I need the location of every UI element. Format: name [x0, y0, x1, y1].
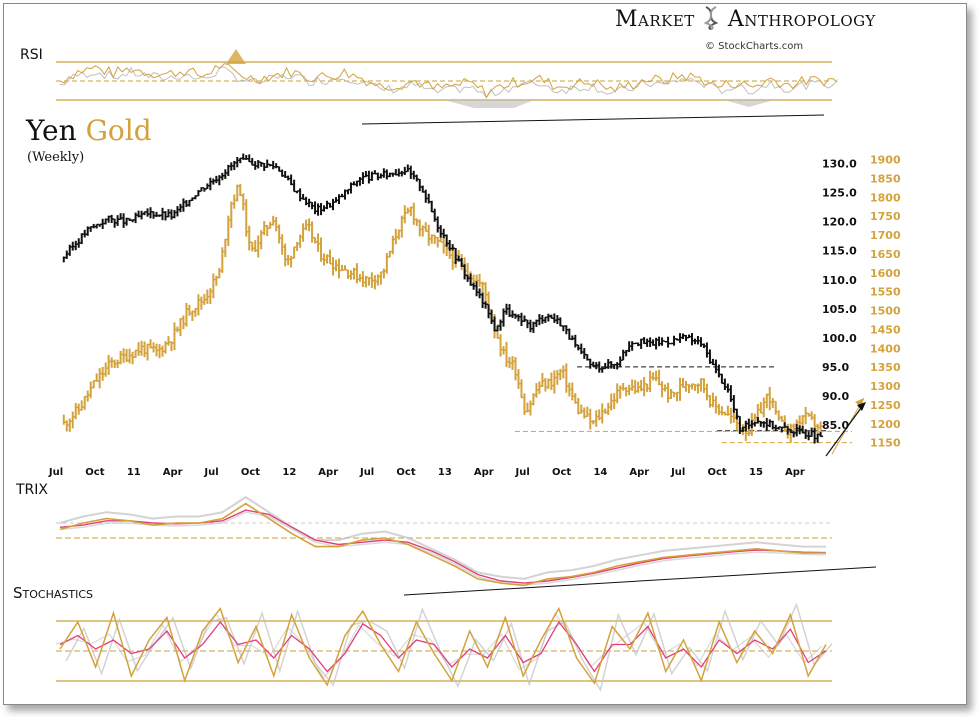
source-credit: © StockCharts.com [705, 41, 804, 52]
x-tick-label: 14 [593, 467, 607, 478]
x-tick-label: Apr [163, 467, 183, 478]
rsi-trendline [361, 114, 825, 125]
rsi-comparison-line [59, 66, 838, 99]
y-right-tick-label: 1750 [870, 210, 901, 223]
yen-trend-arrow [825, 403, 865, 457]
y-right-tick-label: 1800 [870, 191, 901, 204]
y-left-tick-label: 115.0 [822, 245, 857, 258]
y-right-tick-label: 1500 [870, 305, 901, 318]
dna-helix-icon [704, 6, 719, 30]
x-tick-label: Apr [785, 467, 805, 478]
rsi-label: RSI [20, 47, 43, 63]
y-right-tick-label: 1150 [870, 437, 901, 450]
yen-trend-arrowhead [857, 402, 866, 411]
x-tick-label: Jul [203, 467, 218, 478]
y-left-tick-label: 85.0 [822, 419, 849, 432]
x-tick-label: Apr [318, 467, 338, 478]
y-right-tick-label: 1650 [870, 248, 901, 261]
x-tick-label: Oct [85, 467, 104, 478]
y-right-tick-label: 1450 [870, 323, 901, 336]
x-tick-label: Oct [708, 467, 727, 478]
rsi-oversold-area-2 [724, 100, 774, 107]
y-right-tick-label: 1400 [870, 342, 901, 355]
y-left-tick-label: 110.0 [822, 274, 857, 287]
y-right-tick-label: 1550 [870, 286, 901, 299]
stoch-grey-line [65, 602, 833, 692]
x-tick-label: 12 [282, 467, 296, 478]
chart-subtitle: (Weekly) [27, 150, 85, 165]
y-left-tick-label: 90.0 [822, 390, 849, 403]
chart-canvas: 130.0 125.0 120.0 115.0 110.0 105.0 100.0 95.0 9… [48, 49, 901, 692]
stoch-grey-line-2 [55, 612, 823, 679]
trix-grey-line [59, 495, 826, 580]
x-tick-label: Jul [359, 467, 374, 478]
chart-frame: 130.0 125.0 120.0 115.0 110.0 105.0 100.0 95.0 9… [3, 3, 967, 705]
y-right-tick-label: 1900 [870, 154, 901, 167]
x-tick-label: 11 [127, 467, 141, 478]
title-yen: Yen [26, 114, 77, 147]
x-tick-label: Oct [396, 467, 415, 478]
x-tick-label: 13 [438, 467, 452, 478]
y-left-tick-label: 120.0 [822, 216, 857, 229]
x-tick-label: Apr [474, 467, 494, 478]
x-tick-label: Jul [48, 467, 63, 478]
brand-left: Market [615, 7, 695, 32]
stoch-k-line [59, 606, 827, 687]
rsi-line [59, 63, 838, 99]
brand-right: Anthropology [727, 7, 876, 32]
y-right-tick-label: 1350 [870, 361, 901, 374]
rsi-oversold-area [444, 100, 534, 108]
trix-trendline [403, 566, 877, 596]
x-tick-label: Oct [241, 467, 260, 478]
y-right-tick-label: 1700 [870, 229, 901, 242]
y-right-tick-label: 1250 [870, 399, 901, 412]
x-tick-label: Oct [552, 467, 571, 478]
y-right-tick-label: 1300 [870, 380, 901, 393]
trix-label: TRIX [16, 482, 48, 498]
trix-line [59, 502, 826, 587]
y-left-tick-label: 105.0 [822, 303, 857, 316]
y-right-tick-label: 1200 [870, 418, 901, 431]
rsi-overbought-area [226, 49, 246, 64]
title-gold: Gold [85, 114, 152, 147]
y-right-tick-label: 1600 [870, 267, 901, 280]
x-tick-label: Jul [515, 467, 530, 478]
stoch-d-line [59, 620, 827, 673]
stochastics-label: Stochastics [13, 584, 93, 602]
trix-grey-signal [59, 511, 827, 587]
y-right-tick-label: 1850 [870, 172, 901, 185]
x-tick-label: Jul [670, 467, 685, 478]
brand-title: Market Anthropology [615, 6, 876, 32]
y-left-tick-label: 130.0 [822, 158, 857, 171]
y-left-tick-label: 95.0 [822, 361, 849, 374]
y-left-tick-label: 100.0 [822, 332, 857, 345]
y-left-tick-label: 125.0 [822, 187, 857, 200]
x-tick-label: Apr [629, 467, 649, 478]
x-tick-label: 15 [749, 467, 763, 478]
chart-title: Yen Gold [26, 114, 152, 147]
